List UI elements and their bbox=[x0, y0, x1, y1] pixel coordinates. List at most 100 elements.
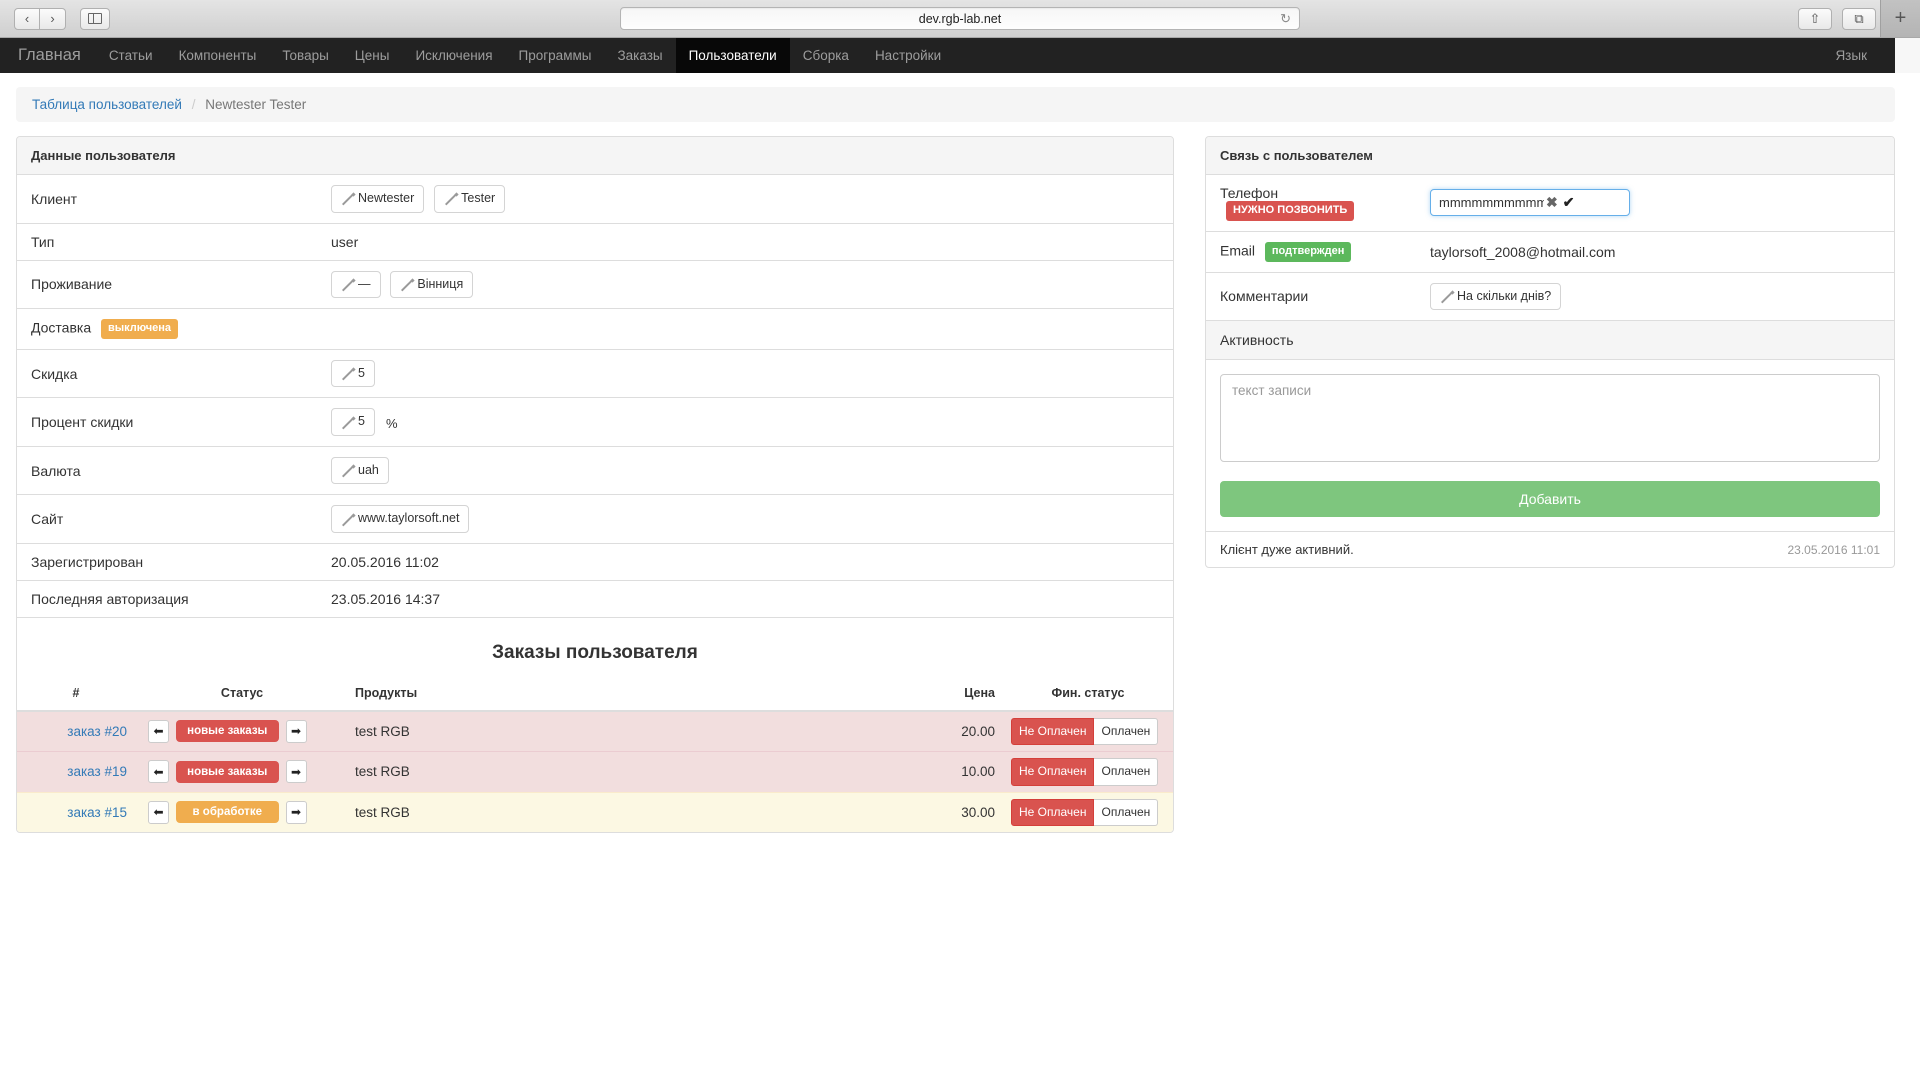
order-link[interactable]: заказ #20 bbox=[67, 723, 127, 739]
fin-paid-button[interactable]: Оплачен bbox=[1094, 717, 1159, 746]
nav-language-menu[interactable]: Язык bbox=[1835, 48, 1867, 63]
orders-header-price: Цена bbox=[893, 679, 1003, 712]
fin-unpaid-button[interactable]: Не Оплачен bbox=[1011, 758, 1095, 786]
nav-item-settings[interactable]: Настройки bbox=[874, 48, 942, 63]
discount-percent-value: 5 bbox=[358, 414, 365, 429]
pencil-icon bbox=[341, 417, 352, 428]
orders-section-title: Заказы пользователя bbox=[17, 616, 1173, 680]
table-row[interactable]: заказ #19 ⬅ новые заказы ➡ test RGB 10.0… bbox=[17, 751, 1173, 793]
tabs-icon: ⧉ bbox=[1854, 11, 1864, 26]
nav-item-prices[interactable]: Цены bbox=[354, 48, 390, 63]
order-fin-status-cell: Не Оплачен Оплачен bbox=[1003, 791, 1173, 832]
fin-unpaid-button[interactable]: Не Оплачен bbox=[1011, 798, 1095, 826]
lastauth-label: Последняя авторизация bbox=[17, 579, 317, 617]
client-value-cell: Newtester Tester bbox=[317, 175, 1173, 223]
nav-brand[interactable]: Главная bbox=[18, 46, 81, 64]
nav-item-programs[interactable]: Программы bbox=[518, 48, 592, 63]
cancel-icon[interactable]: ✖ bbox=[1546, 194, 1558, 211]
delivery-status-badge: выключена bbox=[101, 319, 179, 339]
client-firstname: Newtester bbox=[358, 191, 415, 205]
order-products: test RGB bbox=[347, 751, 893, 793]
main-navbar: Главная Статьи Компоненты Товары Цены Ис… bbox=[0, 38, 1920, 73]
plus-icon: + bbox=[1894, 7, 1907, 29]
nav-item-users[interactable]: Пользователи bbox=[675, 38, 790, 73]
phone-edit-group[interactable]: ✖ ✔ bbox=[1430, 189, 1630, 217]
fin-unpaid-button[interactable]: Не Оплачен bbox=[1011, 717, 1095, 746]
phone-input[interactable] bbox=[1439, 195, 1544, 211]
add-activity-button[interactable]: Добавить bbox=[1220, 481, 1880, 517]
registered-value: 20.05.2016 11:02 bbox=[317, 542, 1173, 581]
order-price: 30.00 bbox=[893, 791, 1003, 832]
edit-site-button[interactable]: www.taylorsoft.net bbox=[331, 505, 470, 533]
phone-label: Телефон bbox=[1220, 185, 1279, 201]
percent-sign: % bbox=[385, 415, 398, 431]
show-tabs-button[interactable]: ⧉ bbox=[1842, 7, 1876, 30]
pencil-icon bbox=[400, 279, 411, 290]
breadcrumb-current: Newtester Tester bbox=[205, 97, 307, 112]
order-link-cell: заказ #19 bbox=[17, 751, 137, 793]
sidebar-toggle-button[interactable] bbox=[80, 7, 110, 30]
edit-currency-button[interactable]: uah bbox=[331, 456, 389, 485]
edit-comment-button[interactable]: На скільки днів? bbox=[1430, 282, 1562, 310]
orders-table: # Статус Продукты Цена Фин. статус заказ… bbox=[17, 679, 1173, 832]
currency-value-cell: uah bbox=[317, 445, 1173, 495]
table-row: Телефон НУЖНО ПОЗВОНИТЬ ✖ ✔ bbox=[1206, 175, 1894, 231]
scrollbar-gutter[interactable] bbox=[1895, 38, 1920, 73]
chrome-right-buttons: ⇧ ⧉ bbox=[1798, 7, 1876, 30]
comments-value-cell: На скільки днів? bbox=[1416, 271, 1894, 320]
status-next-button[interactable]: ➡ bbox=[285, 800, 307, 824]
nav-item-exclusions[interactable]: Исключения bbox=[415, 48, 493, 63]
edit-residence-b-button[interactable]: Вінниця bbox=[390, 270, 474, 298]
fin-paid-button[interactable]: Оплачен bbox=[1094, 758, 1159, 786]
breadcrumb-link-users-table[interactable]: Таблица пользователей bbox=[32, 97, 182, 112]
status-prev-button[interactable]: ⬅ bbox=[148, 760, 169, 784]
new-tab-button[interactable]: + bbox=[1880, 0, 1920, 37]
activity-body: Добавить bbox=[1206, 360, 1894, 531]
share-icon: ⇧ bbox=[1809, 11, 1821, 26]
order-link[interactable]: заказ #19 bbox=[67, 764, 127, 780]
nav-item-assembly[interactable]: Сборка bbox=[802, 48, 849, 63]
discount-percent-label: Процент скидки bbox=[17, 397, 317, 447]
status-next-button[interactable]: ➡ bbox=[285, 719, 307, 743]
share-button[interactable]: ⇧ bbox=[1798, 7, 1832, 30]
back-button[interactable]: ‹ bbox=[14, 7, 40, 30]
delivery-cell: Доставка выключена bbox=[17, 308, 1173, 350]
breadcrumb: Таблица пользователей / Newtester Tester bbox=[16, 87, 1895, 122]
fin-status-group: Не Оплачен Оплачен bbox=[1011, 717, 1159, 746]
pencil-icon bbox=[444, 193, 455, 204]
orders-table-head: # Статус Продукты Цена Фин. статус bbox=[17, 679, 1173, 712]
nav-item-articles[interactable]: Статьи bbox=[108, 48, 153, 63]
activity-section-title: Активность bbox=[1206, 320, 1894, 360]
status-badge[interactable]: новые заказы bbox=[175, 720, 279, 743]
lastauth-value: 23.05.2016 14:37 bbox=[317, 579, 1173, 617]
address-bar[interactable]: dev.rgb-lab.net ↻ bbox=[620, 7, 1300, 30]
table-row[interactable]: заказ #20 ⬅ новые заказы ➡ test RGB 20.0… bbox=[17, 710, 1173, 752]
confirm-icon[interactable]: ✔ bbox=[1562, 194, 1575, 211]
table-row: Зарегистрирован 20.05.2016 11:02 bbox=[17, 542, 1173, 581]
forward-button[interactable]: › bbox=[40, 7, 66, 30]
nav-item-products[interactable]: Товары bbox=[282, 48, 329, 63]
status-badge[interactable]: в обработке bbox=[175, 801, 279, 824]
status-prev-button[interactable]: ⬅ bbox=[148, 719, 169, 743]
activity-textarea[interactable] bbox=[1220, 374, 1880, 462]
edit-client-firstname-button[interactable]: Newtester bbox=[331, 185, 425, 213]
fin-paid-button[interactable]: Оплачен bbox=[1094, 798, 1159, 826]
nav-item-components[interactable]: Компоненты bbox=[178, 48, 257, 63]
fin-status-group: Не Оплачен Оплачен bbox=[1011, 758, 1159, 786]
status-prev-button[interactable]: ⬅ bbox=[148, 800, 169, 824]
edit-residence-a-button[interactable]: — bbox=[331, 270, 381, 298]
edit-client-lastname-button[interactable]: Tester bbox=[434, 185, 506, 213]
status-next-button[interactable]: ➡ bbox=[285, 760, 307, 784]
sidebar-icon bbox=[88, 13, 102, 24]
table-row[interactable]: заказ #15 ⬅ в обработке ➡ test RGB 30.00 bbox=[17, 791, 1173, 832]
table-row: Процент скидки 5 % bbox=[17, 397, 1173, 447]
reload-icon[interactable]: ↻ bbox=[1280, 10, 1291, 26]
status-badge[interactable]: новые заказы bbox=[175, 760, 279, 783]
discount-label: Скидка bbox=[17, 348, 317, 398]
residence-b: Вінниця bbox=[417, 276, 464, 291]
order-link[interactable]: заказ #15 bbox=[67, 804, 127, 820]
edit-discount-button[interactable]: 5 bbox=[331, 359, 375, 388]
nav-item-orders[interactable]: Заказы bbox=[617, 48, 663, 63]
right-column: Связь с пользователем Телефон НУЖНО ПОЗВ… bbox=[1205, 136, 1895, 568]
edit-discount-percent-button[interactable]: 5 bbox=[331, 408, 375, 436]
